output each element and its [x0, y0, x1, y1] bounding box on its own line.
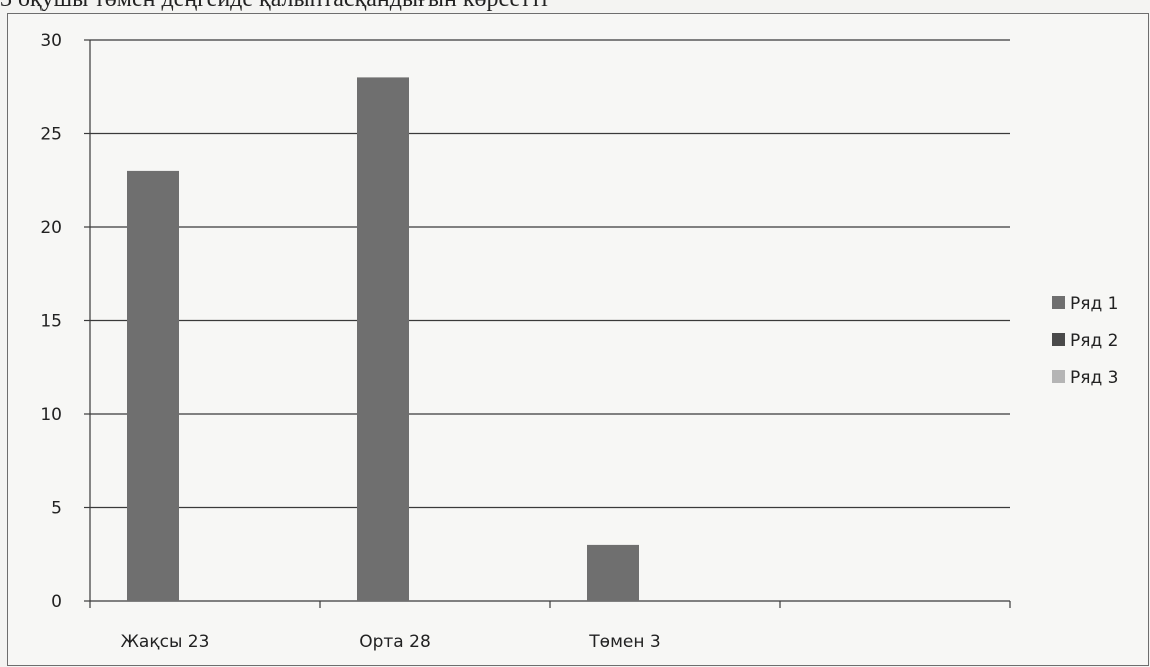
legend-swatch: [1052, 296, 1065, 309]
legend-label: Ряд 2: [1070, 331, 1118, 351]
y-tick-label: 30: [40, 31, 62, 51]
y-tick-label: 5: [51, 499, 62, 519]
bar: [357, 77, 409, 601]
y-tick-label: 10: [40, 405, 62, 425]
x-tick-label: Төмен 3: [588, 632, 660, 652]
y-tick-label: 25: [40, 125, 62, 145]
y-tick-label: 20: [40, 218, 62, 238]
legend-swatch: [1052, 333, 1065, 346]
bar: [587, 544, 639, 601]
y-tick-label: 0: [51, 592, 62, 612]
chart-frame: [7, 13, 1149, 666]
x-tick-label: Орта 28: [359, 632, 431, 652]
y-tick-label: 15: [40, 312, 62, 332]
x-tick-label: Жақсы 23: [121, 632, 210, 652]
legend-label: Ряд 1: [1070, 294, 1118, 314]
bar: [127, 170, 179, 601]
legend-swatch: [1052, 370, 1065, 383]
caption-text: 3 оқушы төмен деңгейде қалыптасқандығын …: [0, 0, 548, 13]
legend-label: Ряд 3: [1070, 368, 1118, 388]
